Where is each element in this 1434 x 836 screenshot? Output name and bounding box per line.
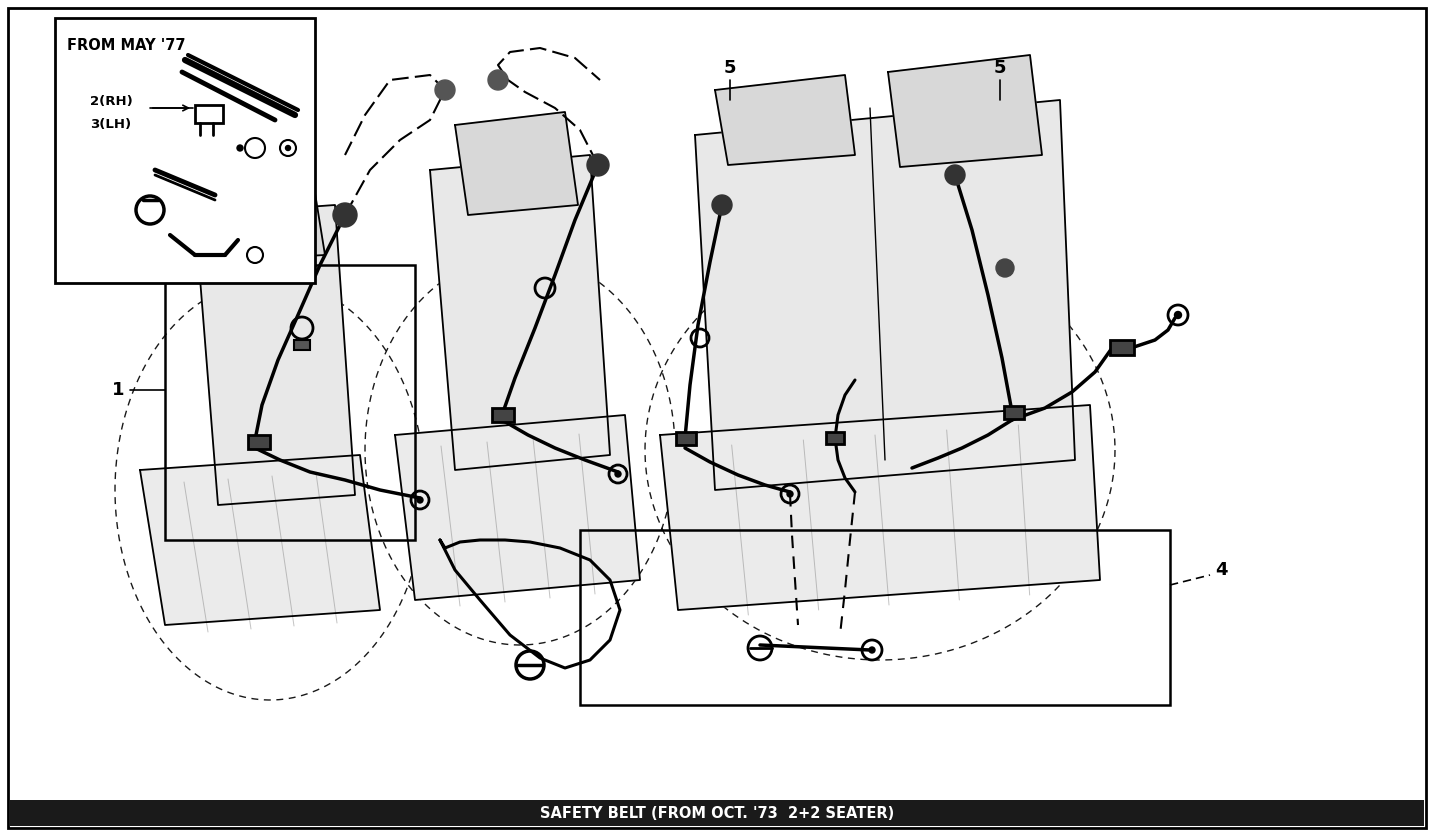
Bar [165, 265, 414, 540]
Polygon shape [430, 155, 609, 470]
Bar [294, 340, 310, 350]
Text: 1: 1 [112, 381, 125, 399]
Circle shape [237, 145, 242, 151]
Circle shape [435, 80, 455, 100]
Bar [826, 432, 845, 444]
Text: 5: 5 [724, 59, 736, 77]
Text: 4: 4 [1215, 561, 1228, 579]
Bar [579, 530, 1170, 705]
Text: FROM MAY '77: FROM MAY '77 [67, 38, 185, 53]
Circle shape [488, 70, 508, 90]
Circle shape [997, 259, 1014, 277]
Polygon shape [455, 112, 578, 215]
Text: 3(LH): 3(LH) [90, 118, 130, 131]
Text: 2(RH): 2(RH) [90, 95, 133, 108]
Bar [10, 800, 1424, 826]
Text: 5: 5 [994, 59, 1007, 77]
Polygon shape [141, 455, 380, 625]
Circle shape [787, 491, 793, 497]
Circle shape [869, 647, 875, 653]
Circle shape [713, 195, 731, 215]
Bar [492, 408, 513, 422]
Bar [675, 432, 695, 445]
Polygon shape [888, 55, 1043, 167]
Circle shape [945, 165, 965, 185]
Bar [248, 435, 270, 449]
Polygon shape [716, 75, 855, 165]
Polygon shape [394, 415, 640, 600]
Text: SAFETY BELT (FROM OCT. '73  2+2 SEATER): SAFETY BELT (FROM OCT. '73 2+2 SEATER) [539, 807, 895, 822]
Circle shape [587, 154, 609, 176]
Bar [54, 18, 315, 283]
Circle shape [615, 471, 621, 477]
Bar [1004, 406, 1024, 419]
Polygon shape [195, 205, 356, 505]
Circle shape [333, 203, 357, 227]
Circle shape [417, 497, 423, 503]
Polygon shape [695, 100, 1076, 490]
Circle shape [1174, 312, 1182, 319]
Polygon shape [660, 405, 1100, 610]
Circle shape [285, 145, 291, 150]
Bar [195, 105, 224, 123]
Bar [1110, 340, 1134, 355]
Polygon shape [215, 162, 326, 260]
